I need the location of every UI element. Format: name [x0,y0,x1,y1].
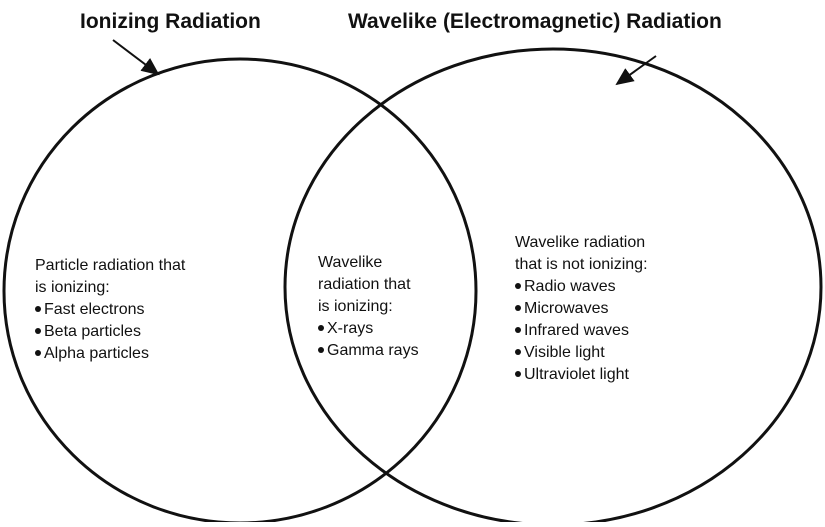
bullet [515,371,521,377]
title: Wavelike (Electromagnetic) Radiation [348,10,722,33]
region-item: Fast electrons [44,301,144,318]
region-item: X-rays [327,320,373,337]
bullet [515,349,521,355]
title: Ionizing Radiation [80,10,261,33]
region-heading: Particle radiation that [35,257,186,274]
bullet [35,328,41,334]
bullet [515,305,521,311]
bullet [318,325,324,331]
region-item: Gamma rays [327,342,419,359]
bullet [515,283,521,289]
region-heading: Wavelike radiation [515,234,645,251]
bullet [35,306,41,312]
region-item: Radio waves [524,278,616,295]
region-item: Microwaves [524,300,608,317]
region-heading: is ionizing: [318,298,393,315]
bullet [35,350,41,356]
region-heading: is ionizing: [35,279,110,296]
region-item: Beta particles [44,323,141,340]
region-heading: that is not ionizing: [515,256,648,273]
region-item: Alpha particles [44,345,149,362]
bullet [318,347,324,353]
region-item: Visible light [524,344,605,361]
arrow [112,39,160,76]
region-heading: radiation that [318,276,411,293]
bullet [515,327,521,333]
region-item: Ultraviolet light [524,366,629,383]
arrow [615,55,657,86]
region-heading: Wavelike [318,254,382,271]
region-item: Infrared waves [524,322,629,339]
